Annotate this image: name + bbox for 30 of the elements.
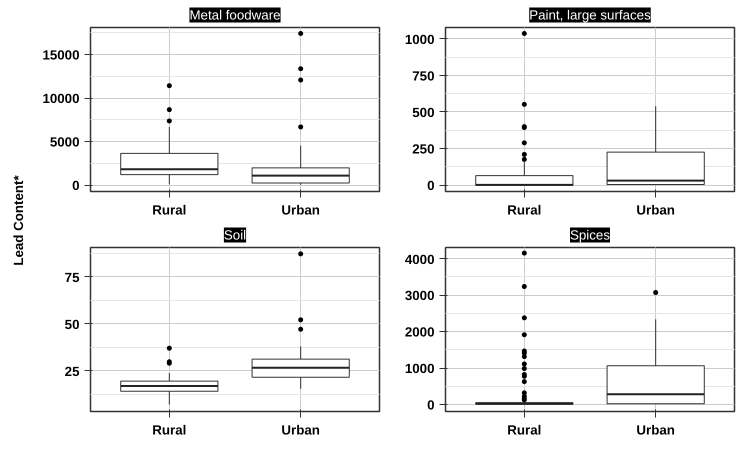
y-tick-label: 0 bbox=[427, 397, 435, 412]
y-tick-label: 2000 bbox=[404, 324, 435, 340]
y-tick-label: 10000 bbox=[42, 91, 80, 106]
x-tick-label: Rural bbox=[507, 202, 542, 218]
y-tick-label: 50 bbox=[64, 316, 80, 332]
y-tick-label: 750 bbox=[412, 68, 435, 84]
y-tick-label: 4000 bbox=[404, 252, 435, 267]
y-tick-label: 15000 bbox=[42, 48, 80, 63]
x-tick-label: Urban bbox=[281, 202, 320, 218]
x-tick-label: Rural bbox=[152, 202, 186, 218]
y-tick-label: 250 bbox=[412, 142, 435, 157]
y-tick-label: 75 bbox=[64, 270, 80, 285]
y-tick-label: 1000 bbox=[404, 32, 435, 47]
chart-title: Paint, large surfaces bbox=[529, 8, 652, 22]
x-tick-label: Urban bbox=[636, 422, 675, 438]
chart-title: Spices bbox=[570, 228, 610, 242]
chart-title: Soil bbox=[224, 228, 246, 242]
x-tick-label: Rural bbox=[152, 422, 186, 438]
chart-title: Metal foodware bbox=[189, 8, 281, 22]
y-tick-label: 500 bbox=[412, 104, 435, 120]
x-tick-label: Rural bbox=[507, 422, 542, 438]
y-axis-title: Lead Content* bbox=[11, 174, 26, 266]
y-tick-label: 1000 bbox=[404, 361, 435, 376]
y-tick-label: 0 bbox=[72, 178, 80, 194]
x-tick-label: Urban bbox=[281, 422, 320, 438]
y-tick-label: 3000 bbox=[404, 288, 435, 304]
y-tick-label: 25 bbox=[64, 364, 80, 379]
y-tick-label: 0 bbox=[427, 178, 435, 194]
x-tick-label: Urban bbox=[636, 202, 675, 218]
y-tick-label: 5000 bbox=[50, 134, 80, 150]
